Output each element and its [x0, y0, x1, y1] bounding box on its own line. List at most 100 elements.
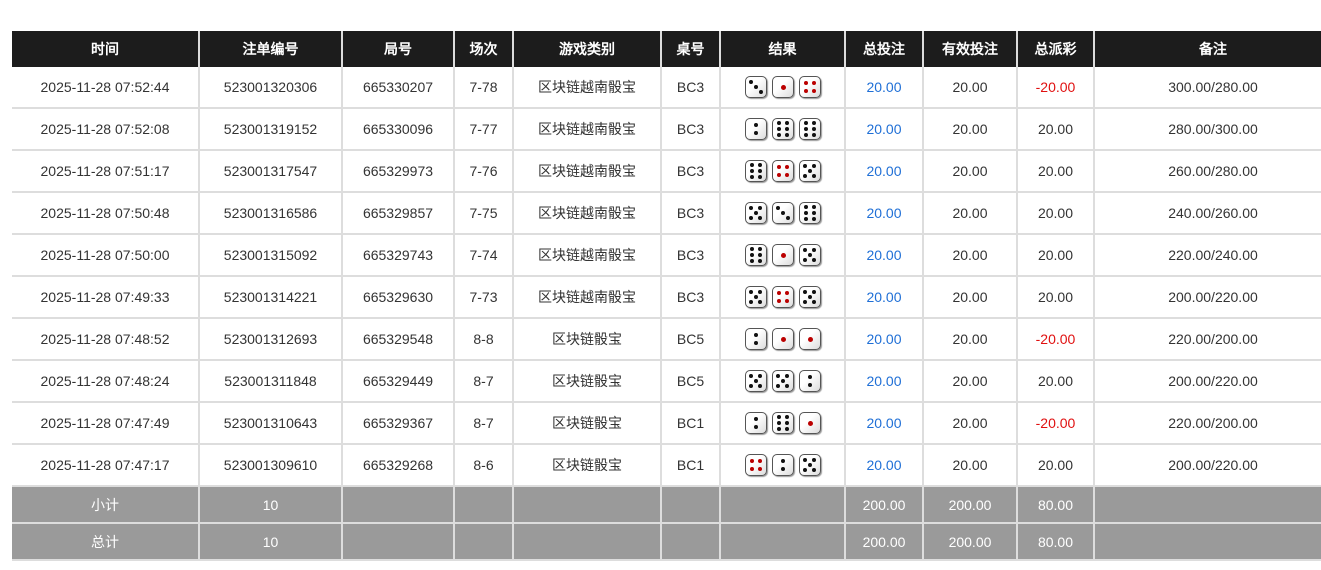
dice-result: [744, 118, 821, 140]
dice-5-icon: [744, 202, 767, 224]
pip: [807, 169, 812, 173]
bet-records-table: 时间 注单编号 局号 场次 游戏类别 桌号 结果 总投注 有效投注 总派彩 备注 2025-11-2…: [12, 31, 1321, 561]
pip: [748, 299, 753, 304]
cell-order-id: 523001309610: [199, 444, 343, 487]
table-row: 2025-11-28 07:48:52 523001312693 665329548…: [12, 318, 1321, 361]
pip: [758, 299, 763, 304]
pip: [749, 174, 754, 179]
pip: [807, 463, 812, 467]
table-row: 2025-11-28 07:52:44 523001320306 665330207…: [12, 67, 1321, 109]
cell-order-id: 523001312693: [199, 318, 343, 361]
pip: [807, 374, 812, 379]
cell-time: 2025-11-28 07:50:48: [12, 192, 200, 235]
subtotal-row: 小计 10 200.00 200.00 80.00: [12, 486, 1321, 524]
dice-5-icon: [798, 244, 821, 266]
cell-total-bet: 20.00: [845, 67, 924, 109]
cell-total-bet: 20.00: [845, 360, 924, 403]
cell-note: 220.00/200.00: [1094, 318, 1321, 361]
table-row: 2025-11-28 07:47:17 523001309610 665329268…: [12, 444, 1321, 487]
pip: [807, 337, 813, 342]
cell-total-payout: -20.00: [1017, 318, 1095, 361]
cell-note: 200.00/220.00: [1094, 360, 1321, 403]
cell-total-bet: 20.00: [845, 444, 924, 487]
table-row: 2025-11-28 07:51:17 523001317547 665329973…: [12, 150, 1321, 193]
pip: [802, 173, 807, 178]
cell-result: [720, 192, 846, 235]
pip: [776, 299, 781, 303]
total-valid: 200.00: [923, 523, 1018, 561]
cell-order-id: 523001315092: [199, 234, 343, 277]
empty-cell: [1094, 486, 1321, 524]
cell-result: [720, 108, 846, 151]
dice-1-icon: [771, 244, 794, 266]
cell-result: [720, 67, 846, 109]
dice-4-icon: [744, 454, 767, 476]
cell-session: 7-77: [454, 108, 514, 151]
cell-time: 2025-11-28 07:52:08: [12, 108, 200, 151]
dice-1-icon: [771, 328, 794, 350]
cell-time: 2025-11-28 07:49:33: [12, 276, 200, 319]
dice-6-icon: [771, 412, 794, 434]
subtotal-payout: 80.00: [1017, 486, 1095, 524]
pip: [757, 459, 762, 463]
cell-table-no: BC3: [661, 234, 721, 277]
dice-5-icon: [771, 370, 794, 392]
cell-note: 200.00/220.00: [1094, 276, 1321, 319]
cell-table-no: BC3: [661, 150, 721, 193]
cell-session: 8-6: [454, 444, 514, 487]
pip: [776, 132, 781, 137]
empty-cell: [342, 486, 455, 524]
pip: [807, 295, 812, 299]
cell-total-payout: 20.00: [1017, 234, 1095, 277]
cell-note: 260.00/280.00: [1094, 150, 1321, 193]
pip: [748, 374, 753, 379]
cell-table-no: BC3: [661, 108, 721, 151]
dice-6-icon: [744, 244, 767, 266]
dice-2-icon: [798, 370, 821, 392]
cell-session: 7-75: [454, 192, 514, 235]
pip: [807, 421, 813, 426]
cell-round: 665330096: [342, 108, 455, 151]
dice-6-icon: [744, 160, 767, 182]
total-count: 10: [199, 523, 343, 561]
cell-time: 2025-11-28 07:52:44: [12, 67, 200, 109]
pip: [803, 121, 808, 126]
dice-2-icon: [744, 328, 767, 350]
pip: [812, 173, 817, 178]
pip: [780, 211, 785, 215]
empty-cell: [454, 486, 514, 524]
cell-valid-bet: 20.00: [923, 192, 1018, 235]
pip: [748, 290, 753, 295]
empty-cell: [513, 486, 662, 524]
pip: [776, 421, 781, 425]
pip: [802, 299, 807, 304]
pip: [803, 205, 808, 210]
cell-total-bet: 20.00: [845, 108, 924, 151]
pip: [784, 173, 789, 177]
empty-cell: [661, 486, 721, 524]
cell-game-type: 区块链越南骰宝: [513, 192, 662, 235]
pip: [785, 374, 790, 379]
empty-cell: [720, 486, 846, 524]
pip: [753, 416, 758, 421]
empty-cell: [720, 523, 846, 561]
pip: [757, 467, 762, 471]
cell-order-id: 523001316586: [199, 192, 343, 235]
dice-5-icon: [744, 286, 767, 308]
cell-total-payout: -20.00: [1017, 402, 1095, 445]
pip: [811, 132, 816, 137]
cell-result: [720, 150, 846, 193]
cell-time: 2025-11-28 07:48:52: [12, 318, 200, 361]
cell-time: 2025-11-28 07:47:17: [12, 444, 200, 487]
dice-result: [744, 286, 821, 308]
pip: [757, 253, 762, 257]
total-payout: 80.00: [1017, 523, 1095, 561]
table-row: 2025-11-28 07:49:33 523001314221 665329630…: [12, 276, 1321, 319]
pip: [812, 248, 817, 253]
pip: [807, 383, 812, 388]
pip: [753, 379, 758, 383]
cell-session: 7-78: [454, 67, 514, 109]
dice-6-icon: [771, 118, 794, 140]
pip: [753, 85, 758, 89]
dice-result: [744, 76, 821, 98]
